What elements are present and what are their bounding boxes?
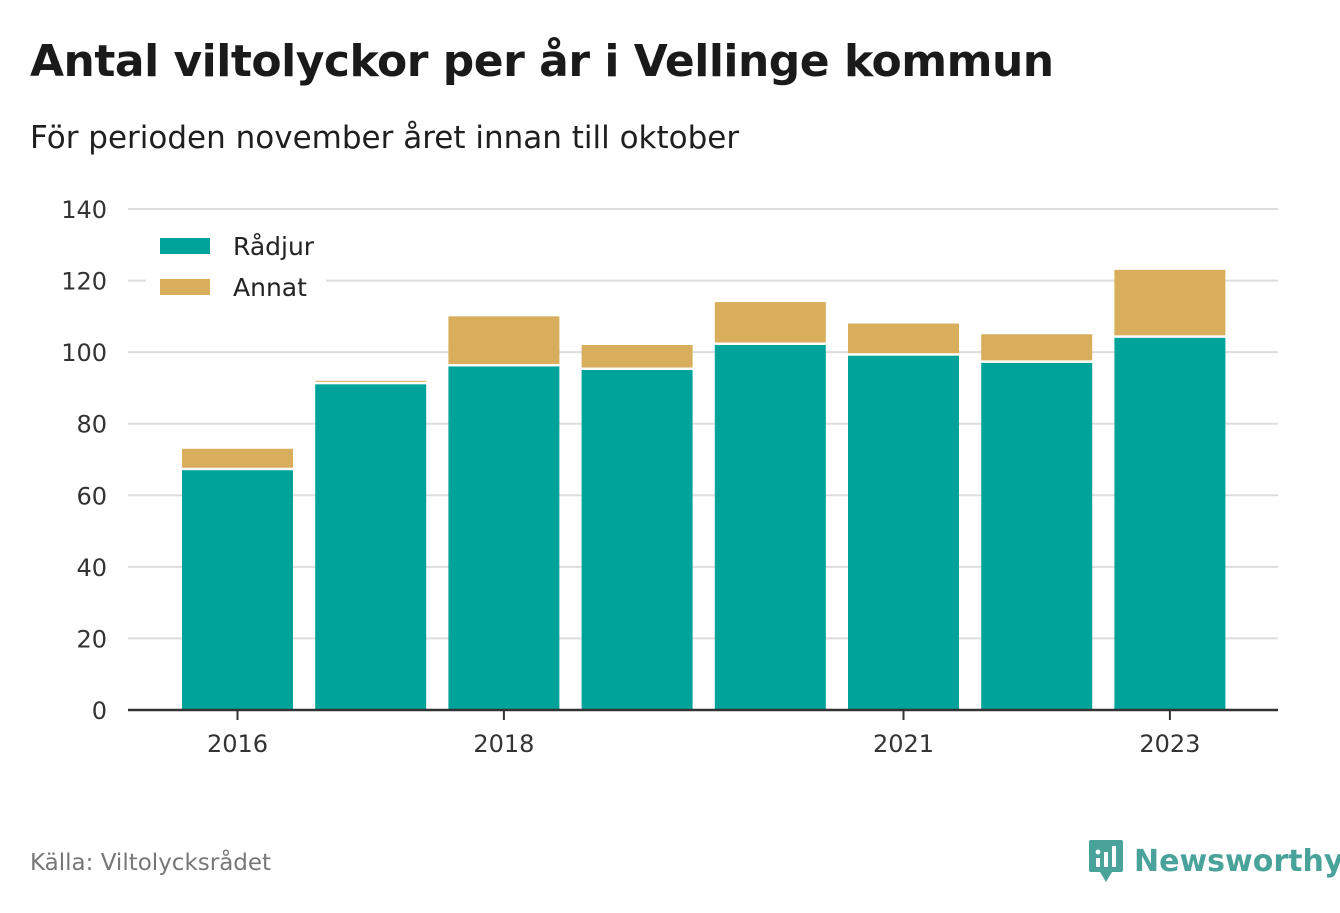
legend-label: Rådjur xyxy=(233,232,315,261)
legend-swatch xyxy=(160,238,210,254)
legend: Rådjur Annat xyxy=(146,222,326,314)
y-tick-label: 60 xyxy=(76,482,107,510)
y-tick-label: 0 xyxy=(92,697,107,725)
legend-swatch xyxy=(160,279,210,295)
x-tick-label: 2021 xyxy=(873,730,934,758)
legend-background xyxy=(146,222,326,314)
bar-annat xyxy=(981,334,1093,361)
bar-radjur xyxy=(315,384,427,710)
legend-label: Annat xyxy=(233,273,307,302)
y-tick-label: 100 xyxy=(61,339,107,367)
chart-title: Antal viltolyckor per år i Vellinge komm… xyxy=(30,36,1054,87)
source-note: Källa: Viltolycksrådet xyxy=(30,850,272,876)
bar-annat xyxy=(448,316,560,364)
x-tick-label: 2018 xyxy=(473,730,534,758)
bar-radjur xyxy=(448,366,560,710)
x-axis: 2016 2018 2021 2023 xyxy=(128,708,1278,758)
bar-radjur xyxy=(1114,337,1226,710)
bar-annat xyxy=(581,344,693,368)
y-tick-label: 140 xyxy=(61,196,107,224)
bar-radjur xyxy=(848,355,959,710)
bar-annat xyxy=(182,448,293,468)
bar-annat xyxy=(315,380,427,382)
brand-name: Newsworthy xyxy=(1134,843,1340,879)
newsworthy-logo-icon xyxy=(1089,840,1123,882)
x-tick-label: 2016 xyxy=(207,730,268,758)
y-axis-ticks: 0 20 40 60 80 100 120 140 xyxy=(61,196,107,725)
y-tick-label: 120 xyxy=(61,268,107,296)
y-tick-label: 20 xyxy=(76,625,107,653)
x-tick-label: 2023 xyxy=(1139,730,1200,758)
bar-radjur xyxy=(714,344,826,710)
bar-radjur xyxy=(581,370,693,710)
bar-annat xyxy=(848,323,959,354)
y-tick-label: 40 xyxy=(76,554,107,582)
chart-subtitle: För perioden november året innan till ok… xyxy=(30,120,740,156)
bar-radjur xyxy=(981,362,1093,710)
bar-annat xyxy=(1114,269,1226,336)
bar-radjur xyxy=(182,470,293,710)
brand-logo: Newsworthy xyxy=(1088,838,1340,884)
bar-annat xyxy=(714,302,826,343)
y-tick-label: 80 xyxy=(76,411,107,439)
bars xyxy=(182,269,1226,710)
